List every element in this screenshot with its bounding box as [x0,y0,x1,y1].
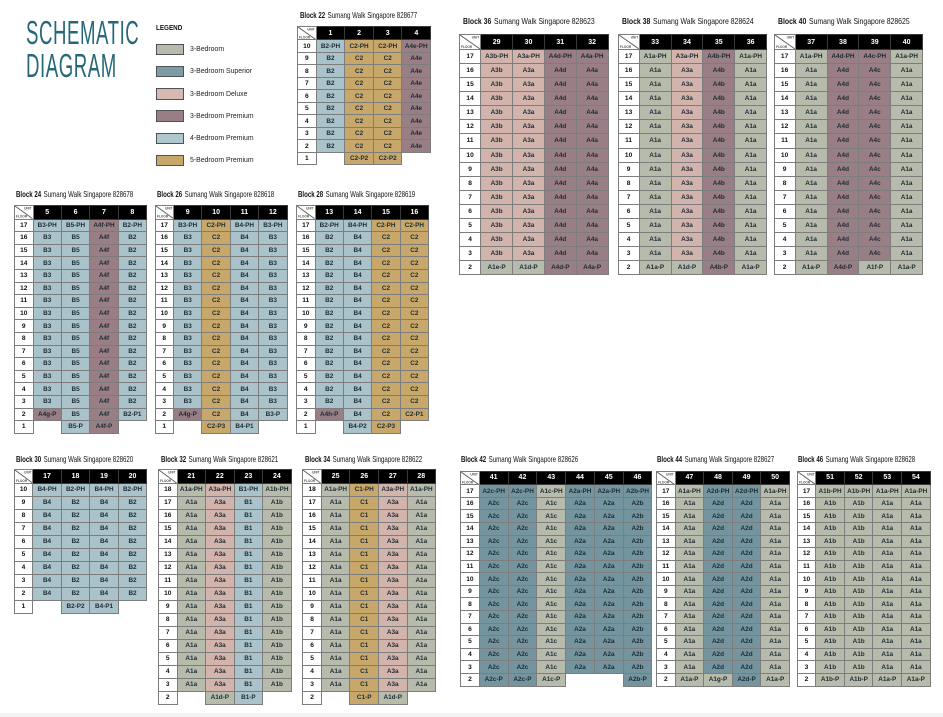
svg-text:UNIT: UNIT [307,28,314,32]
svg-text:FLOOR: FLOOR [304,478,316,482]
svg-text:FLOOR: FLOOR [16,478,28,482]
svg-text:FLOOR: FLOOR [157,214,169,218]
svg-text:UNIT: UNIT [165,207,172,211]
svg-text:FLOOR: FLOOR [462,480,474,484]
svg-text:FLOOR: FLOOR [799,480,811,484]
svg-text:FLOOR: FLOOR [16,214,28,218]
svg-text:FLOOR: FLOOR [461,45,473,49]
svg-text:FLOOR: FLOOR [298,214,310,218]
svg-text:UNIT: UNIT [472,36,479,40]
svg-text:FLOOR: FLOOR [658,480,670,484]
svg-text:UNIT: UNIT [630,36,637,40]
svg-text:UNIT: UNIT [312,470,319,474]
svg-text:UNIT: UNIT [786,36,793,40]
svg-text:FLOOR: FLOOR [160,478,172,482]
svg-text:UNIT: UNIT [666,472,673,476]
svg-text:UNIT: UNIT [306,207,313,211]
svg-text:UNIT: UNIT [24,207,31,211]
svg-text:UNIT: UNIT [470,472,477,476]
svg-text:UNIT: UNIT [168,470,175,474]
svg-text:FLOOR: FLOOR [620,45,632,49]
svg-text:FLOOR: FLOOR [299,35,311,39]
svg-text:FLOOR: FLOOR [776,45,788,49]
svg-text:UNIT: UNIT [807,472,814,476]
svg-text:UNIT: UNIT [24,470,31,474]
